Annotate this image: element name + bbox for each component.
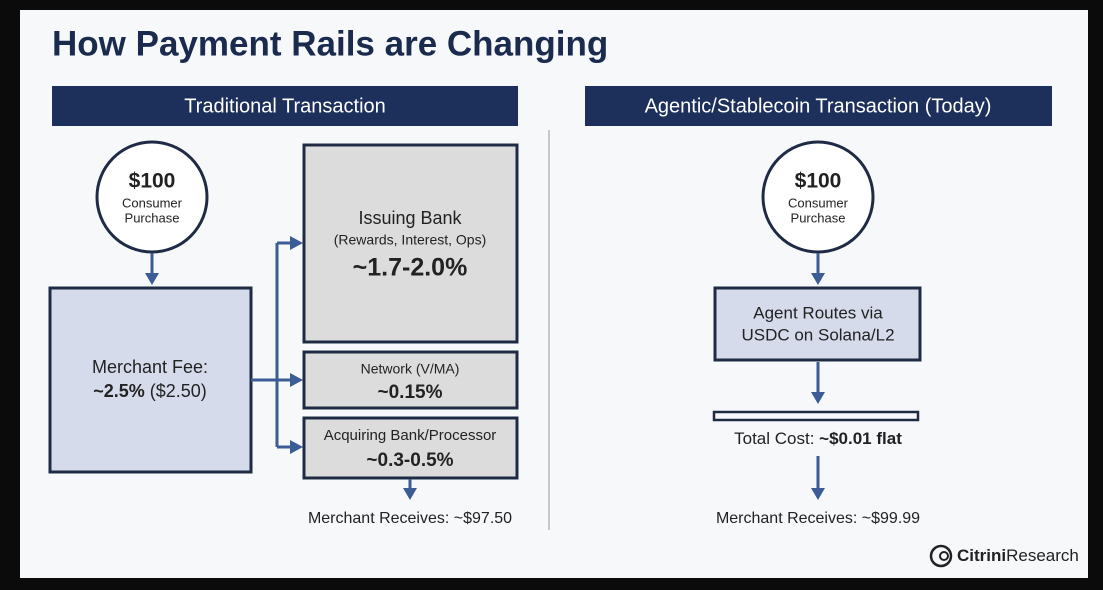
merchant-fee-value: ~2.5% ($2.50) — [93, 381, 207, 401]
arrow-head — [811, 488, 825, 500]
issuing-bank-rate: ~1.7-2.0% — [353, 254, 468, 282]
arrow-head — [811, 392, 825, 404]
source-amount: $100 — [795, 170, 842, 193]
flat-bar — [712, 410, 920, 422]
arrow-head — [145, 273, 159, 285]
logo-icon — [929, 544, 953, 568]
source-label: Consumer — [788, 195, 849, 210]
logo-rest: Research — [1006, 546, 1079, 565]
issuing-bank-name: Issuing Bank — [358, 208, 462, 228]
logo-text: CitriniResearch — [957, 546, 1079, 565]
arrow-head — [290, 236, 303, 250]
result-text: Merchant Receives: ~$97.50 — [308, 510, 512, 527]
network-rate: ~0.15% — [378, 382, 443, 403]
header-bar — [585, 86, 1052, 126]
cost-label: Total Cost: — [734, 429, 814, 448]
merchant-fee-amount: ($2.50) — [150, 381, 207, 401]
header-bar — [52, 86, 518, 126]
source-label: Purchase — [125, 210, 180, 225]
cost-value: ~$0.01 flat — [819, 429, 902, 448]
arrow-head — [290, 373, 303, 387]
logo-icon — [939, 551, 949, 561]
acquiring-box — [302, 416, 519, 480]
issuing-bank-detail: (Rewards, Interest, Ops) — [334, 232, 487, 248]
cost-text: Total Cost: ~$0.01 flat — [734, 429, 902, 448]
arrow-head — [403, 488, 417, 500]
arrow-head — [811, 273, 825, 285]
header-text: Traditional Transaction — [184, 95, 386, 117]
logo-bold: Citrini — [957, 546, 1006, 565]
source-circle — [761, 140, 875, 254]
agent-text: USDC on Solana/L2 — [741, 325, 894, 344]
network-box — [302, 350, 519, 410]
title: How Payment Rails are Changing — [52, 24, 608, 63]
agent-text: Agent Routes via — [753, 303, 883, 322]
agent-box — [713, 286, 922, 362]
source-circle — [95, 140, 209, 254]
merchant-fee-label: Merchant Fee: — [92, 357, 208, 377]
merchant-fee-rate: ~2.5% — [93, 381, 145, 401]
issuing-bank-box — [302, 143, 519, 344]
source-label: Purchase — [791, 210, 846, 225]
network-name: Network (V/MA) — [361, 361, 460, 377]
acquiring-rate: ~0.3-0.5% — [366, 450, 453, 471]
result-text: Merchant Receives: ~$99.99 — [716, 510, 920, 527]
arrow-head — [290, 440, 303, 454]
acquiring-name: Acquiring Bank/Processor — [324, 427, 497, 444]
merchant-fee-box — [48, 286, 253, 474]
source-label: Consumer — [122, 195, 183, 210]
header-text: Agentic/Stablecoin Transaction (Today) — [645, 95, 992, 117]
source-amount: $100 — [129, 170, 176, 193]
